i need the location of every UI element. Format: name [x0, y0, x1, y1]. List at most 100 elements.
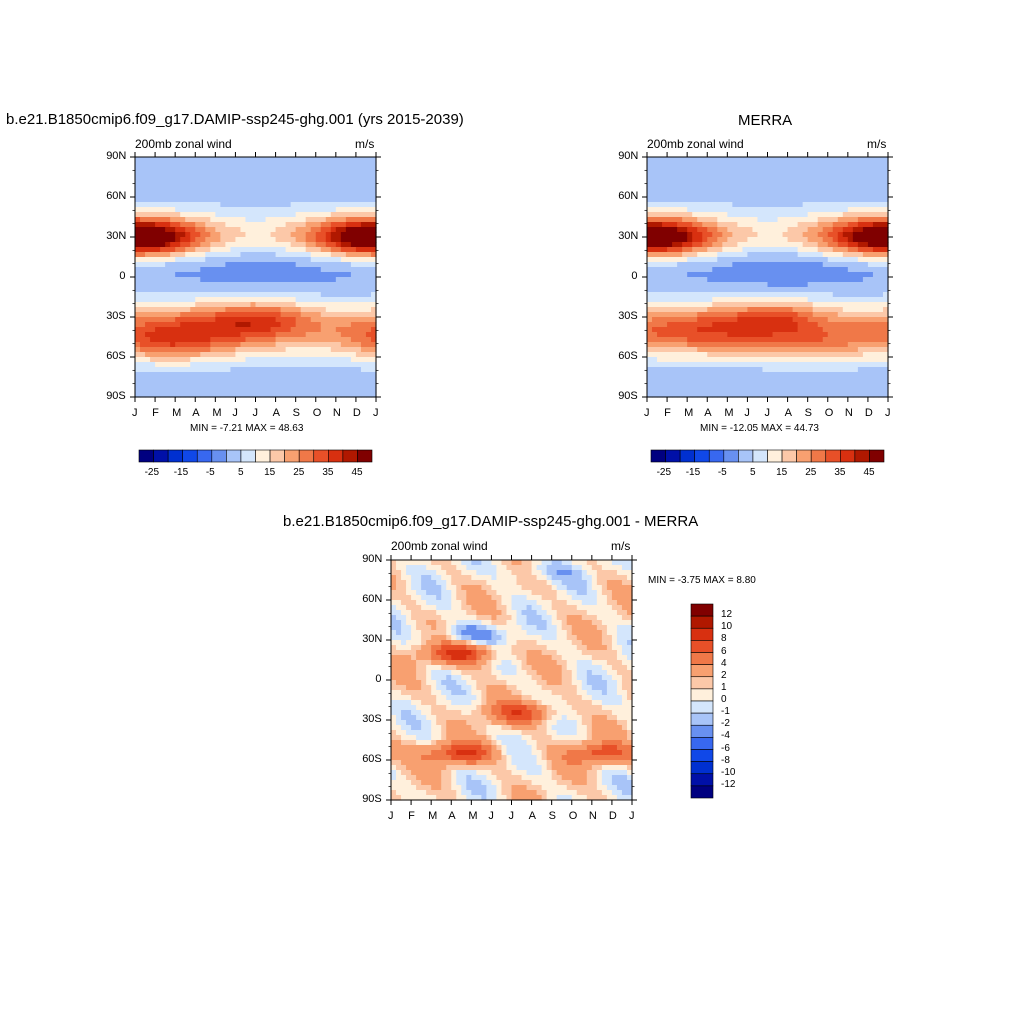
field-cell [320, 202, 327, 208]
field-cell [652, 172, 658, 178]
field-cell [245, 232, 252, 238]
field-cell [847, 232, 854, 238]
field-cell [647, 287, 653, 293]
field-cell [792, 367, 799, 373]
field-cell [365, 182, 372, 188]
field-cell [647, 312, 653, 318]
field-cell [732, 312, 738, 318]
field-cell [220, 387, 226, 393]
field-cell [762, 377, 769, 383]
field-cell [757, 297, 764, 303]
field-cell [772, 287, 779, 293]
field-cell [722, 307, 728, 313]
field-cell [370, 387, 377, 393]
field-cell [792, 317, 799, 323]
field-cell [782, 262, 789, 268]
field-cell [235, 242, 242, 248]
field-cell [160, 387, 166, 393]
field-cell [692, 177, 698, 183]
field-cell [857, 162, 864, 168]
colorbar-box [313, 449, 329, 463]
field-cell [330, 347, 337, 353]
field-cell [230, 372, 237, 378]
field-cell [767, 317, 774, 323]
field-cell [360, 267, 367, 273]
field-cell [175, 282, 181, 288]
field-cell [290, 327, 297, 333]
field-cell [275, 237, 282, 243]
field-cell [165, 247, 171, 253]
field-cell [250, 207, 257, 213]
field-cell [190, 357, 196, 363]
field-cell [160, 272, 166, 278]
field-cell [657, 252, 663, 258]
field-cell [155, 357, 161, 363]
field-cell [797, 327, 804, 333]
field-cell [712, 372, 718, 378]
field-cell [792, 307, 799, 313]
field-cell [621, 565, 628, 571]
field-cell [135, 317, 141, 323]
field-cell [200, 187, 206, 193]
field-cell [305, 252, 312, 258]
field-cell [712, 232, 718, 238]
field-cell [862, 212, 869, 218]
field-cell [310, 292, 317, 298]
field-cell [877, 247, 884, 253]
field-cell [355, 227, 362, 233]
field-cell [752, 167, 759, 173]
field-cell [747, 302, 754, 308]
field-cell [265, 332, 272, 338]
field-cell [295, 382, 302, 388]
field-cell [245, 382, 252, 388]
field-cell [667, 327, 673, 333]
field-cell [687, 357, 693, 363]
field-cell [732, 232, 738, 238]
field-cell [200, 372, 206, 378]
field-cell [180, 217, 186, 223]
field-cell [837, 267, 844, 273]
field-cell [190, 307, 196, 313]
field-cell [315, 352, 322, 358]
field-cell [225, 262, 231, 268]
field-cell [185, 202, 191, 208]
field-cell [205, 287, 211, 293]
field-cell [852, 247, 859, 253]
field-cell [862, 197, 869, 203]
field-cell [767, 327, 774, 333]
field-cell [230, 222, 237, 228]
field-cell [697, 337, 703, 343]
field-cell [862, 337, 869, 343]
field-cell [195, 387, 201, 393]
field-cell [852, 187, 859, 193]
field-cell [862, 192, 869, 198]
field-cell [280, 367, 287, 373]
field-cell [712, 302, 718, 308]
field-cell [852, 317, 859, 323]
field-cell [225, 177, 231, 183]
field-cell [370, 272, 377, 278]
field-cell [591, 575, 598, 581]
field-cell [802, 337, 809, 343]
field-cell [190, 187, 196, 193]
field-cell [345, 277, 352, 283]
field-cell [752, 207, 759, 213]
field-cell [165, 237, 171, 243]
field-cell [280, 232, 287, 238]
field-cell [235, 157, 242, 163]
field-cell [687, 232, 693, 238]
field-cell [722, 347, 728, 353]
field-cell [270, 367, 277, 373]
field-cell [802, 192, 809, 198]
field-cell [777, 277, 784, 283]
field-cell [787, 202, 794, 208]
field-cell [742, 357, 749, 363]
colorbar-box [167, 449, 183, 463]
field-cell [792, 282, 799, 288]
field-cell [847, 297, 854, 303]
field-cell [877, 352, 884, 358]
field-cell [867, 362, 874, 368]
field-cell [692, 277, 698, 283]
field-cell [697, 252, 703, 258]
field-cell [255, 317, 262, 323]
